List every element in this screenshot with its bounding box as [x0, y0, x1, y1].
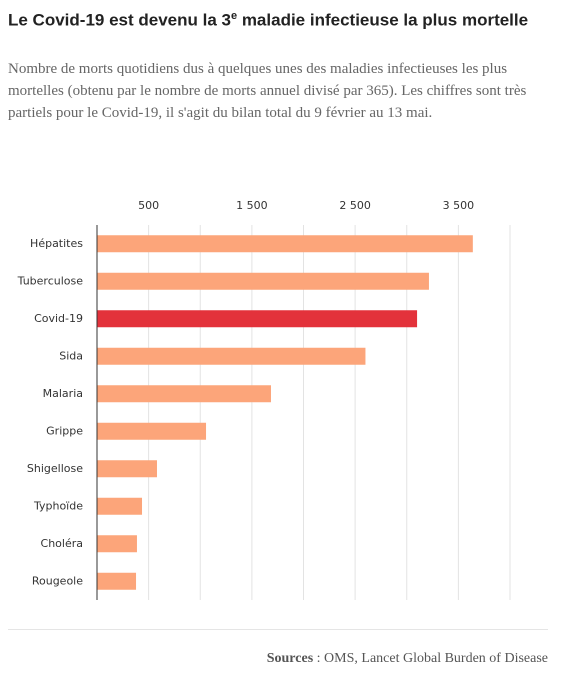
- title-text: maladie infectieuse la plus mortelle: [237, 10, 529, 30]
- bar: [97, 535, 137, 553]
- bar: [97, 310, 418, 328]
- x-tick-label: 1 500: [236, 199, 268, 212]
- x-tick-label: 3 500: [443, 199, 475, 212]
- x-tick-label: 2 500: [339, 199, 371, 212]
- y-tick-label: Grippe: [46, 424, 83, 437]
- y-tick-label: Tuberculose: [17, 274, 84, 287]
- y-tick-label: Sida: [59, 349, 83, 362]
- bar: [97, 497, 143, 515]
- bar: [97, 347, 366, 365]
- y-tick-label: Shigellose: [27, 462, 83, 475]
- bar: [97, 385, 271, 403]
- subtitle: Nombre de morts quotidiens dus à quelque…: [8, 61, 527, 121]
- source: Sources : OMS, Lancet Global Burden of D…: [267, 651, 548, 667]
- bar: [97, 572, 137, 590]
- bar: [97, 460, 157, 478]
- chart-title: Le Covid-19 est devenu la 3e maladie inf…: [8, 10, 528, 31]
- y-tick-label: Typhoïde: [33, 499, 83, 512]
- y-tick-label: Malaria: [43, 387, 83, 400]
- y-tick-label: Hépatites: [30, 237, 83, 250]
- bar: [97, 272, 429, 290]
- y-tick-label: Covid-19: [34, 312, 83, 325]
- y-tick-label: Choléra: [41, 537, 83, 550]
- title-sup: e: [230, 10, 238, 22]
- x-tick-label: 500: [138, 199, 159, 212]
- title-text: Le Covid-19 est devenu la 3: [8, 10, 231, 30]
- source-text: : OMS, Lancet Global Burden of Disease: [313, 651, 548, 666]
- bar: [97, 422, 207, 440]
- y-tick-label: Rougeole: [32, 574, 83, 587]
- source-label: Sources: [266, 651, 314, 666]
- bar: [97, 235, 473, 253]
